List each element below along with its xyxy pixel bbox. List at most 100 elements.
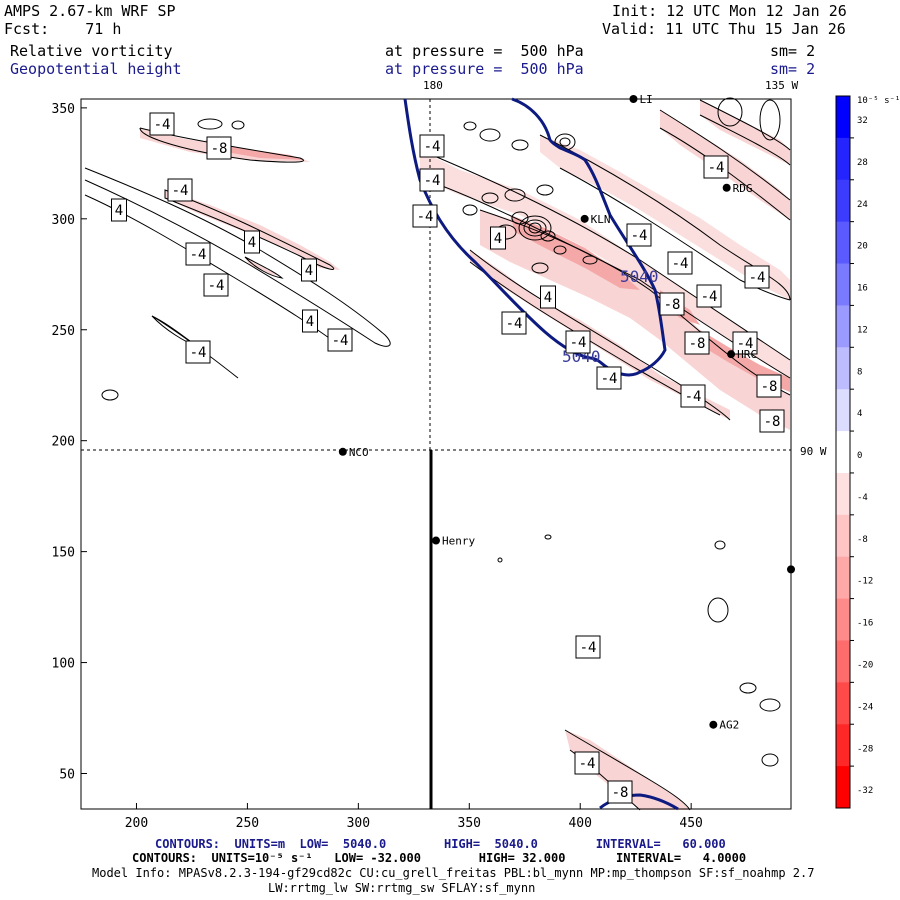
vorticity-contour-label: -4 [626, 223, 652, 247]
vorticity-contour-label: -4 [501, 311, 527, 335]
colorbar-tick-label: -4 [857, 493, 868, 503]
colorbar-segment [836, 263, 850, 306]
y-tick-label: 150 [52, 546, 75, 561]
colorbar-segment [836, 724, 850, 767]
colorbar-segment [836, 431, 850, 474]
colorbar-segment [836, 514, 850, 558]
station-marker: KLN [580, 213, 611, 226]
colorbar-tick-label: -12 [857, 577, 873, 587]
field2-name: Geopotential height [10, 60, 182, 78]
colorbar-tick-label: 16 [857, 284, 868, 294]
vorticity-contour-label: 4 [490, 226, 506, 250]
x-tick-label: 350 [458, 816, 481, 831]
svg-text:-4: -4 [506, 316, 523, 332]
vorticity-contour-label: -4 [327, 328, 353, 352]
vorticity-contour-label: -4 [596, 366, 622, 390]
svg-text:-4: -4 [424, 173, 441, 189]
colorbar-segment [836, 221, 850, 265]
vorticity-contour-label: -4 [149, 112, 175, 136]
svg-text:4: 4 [544, 290, 552, 306]
lon-180-label: 180 [423, 79, 443, 92]
station-label: NCO [349, 446, 369, 459]
svg-text:-8: -8 [612, 785, 629, 801]
colorbar-tick-label: 20 [857, 242, 868, 252]
vorticity-contour-label: -4 [185, 242, 211, 266]
vorticity-contour-label: -4 [412, 204, 438, 228]
plot-frame [80, 98, 792, 810]
vorticity-contour-label: -4 [732, 331, 758, 355]
colorbar-segment [836, 640, 850, 683]
vorticity-contour-label: -8 [607, 780, 633, 804]
vorticity-contour-label: -4 [574, 751, 600, 775]
svg-text:-4: -4 [208, 278, 225, 294]
station-label: AG2 [719, 719, 739, 732]
station-marker: LI [629, 93, 653, 106]
svg-text:-8: -8 [761, 379, 778, 395]
station-marker: Henry [432, 535, 475, 548]
y-tick-label: 300 [52, 213, 75, 228]
colorbar-segment [836, 598, 850, 641]
svg-text:-4: -4 [672, 256, 689, 272]
colorbar-tick-label: 4 [857, 409, 862, 419]
field2-smoothing: sm= 2 [770, 60, 816, 78]
vorticity-contour-label: -4 [419, 134, 445, 158]
colorbar-segment [836, 347, 850, 390]
colorbar-tick-label: -8 [857, 535, 868, 545]
svg-text:4: 4 [115, 203, 123, 219]
station-group: NCO Henry KLN RDG HRC AG2 LI [338, 93, 795, 732]
station-label: LI [639, 93, 652, 106]
lon-90w-label: 90 W [800, 445, 827, 458]
x-tick-label: 200 [125, 816, 148, 831]
vorticity-contour-label: 4 [540, 285, 556, 309]
colorbar-segment [836, 556, 850, 600]
colorbar-tick-label: 24 [857, 200, 868, 210]
footer-height-contours: CONTOURS: UNITS=m LOW= 5040.0 HIGH= 5040… [155, 837, 726, 851]
vorticity-contour-label: -8 [759, 409, 785, 433]
vorticity-contour-label: 4 [244, 230, 260, 254]
colorbar-tick-label: -32 [857, 786, 873, 796]
svg-text:-8: -8 [211, 141, 228, 157]
graticule [81, 99, 791, 451]
colorbar-segment [836, 389, 850, 432]
vorticity-label-group: -4-8 -4-4-44 -44-44-444-44-4-4-4-4-4-4-4-8… [111, 112, 785, 804]
colorbar-unit: 10⁻⁵ s⁻¹ [857, 96, 900, 106]
station-marker: AG2 [709, 719, 739, 732]
vorticity-contour-label: -4 [744, 265, 770, 289]
colorbar-tick-label: 12 [857, 325, 868, 335]
colorbar-segment [836, 472, 850, 516]
svg-text:-4: -4 [332, 333, 349, 349]
station-label: HRC [737, 348, 757, 361]
svg-text:-8: -8 [664, 297, 681, 313]
station-marker: NCO [338, 446, 369, 459]
field1-smoothing: sm= 2 [770, 42, 816, 60]
colorbar-tick-label: 8 [857, 367, 862, 377]
svg-text:-4: -4 [631, 228, 648, 244]
field1-level: at pressure = 500 hPa [385, 42, 584, 60]
svg-text:-4: -4 [601, 371, 618, 387]
svg-text:-8: -8 [764, 414, 781, 430]
vorticity-contour-label: 4 [302, 309, 318, 333]
height-label-2: 5040 [620, 267, 659, 286]
vorticity-contour-label: -4 [575, 635, 601, 659]
svg-text:-4: -4 [737, 336, 754, 352]
footer-vorticity-contours: CONTOURS: UNITS=10⁻⁵ s⁻¹ LOW= -32.000 HI… [132, 851, 747, 865]
colorbar-tick-label: 28 [857, 158, 868, 168]
vorticity-contour-label: -8 [206, 136, 232, 160]
colorbar-segment [836, 305, 850, 348]
y-tick-label: 100 [52, 657, 75, 672]
colorbar-tick-label: 32 [857, 116, 868, 126]
station-label: Henry [442, 535, 475, 548]
svg-text:-4: -4 [701, 289, 718, 305]
colorbar-segment [836, 766, 850, 809]
vorticity-contour-label: -4 [680, 384, 706, 408]
vorticity-contour-label: -4 [167, 178, 193, 202]
svg-text:-4: -4 [579, 756, 596, 772]
footer-model-info: Model Info: MPASv8.2.3-194-gf29cd82c CU:… [92, 866, 815, 880]
station-marker: HRC [727, 348, 757, 361]
svg-text:-8: -8 [689, 336, 706, 352]
vorticity-contour-label: -4 [185, 340, 211, 364]
forecast-hour: Fcst: 71 h [4, 20, 122, 38]
svg-text:-4: -4 [417, 209, 434, 225]
field1-name: Relative vorticity [10, 42, 173, 60]
svg-text:-4: -4 [570, 335, 587, 351]
